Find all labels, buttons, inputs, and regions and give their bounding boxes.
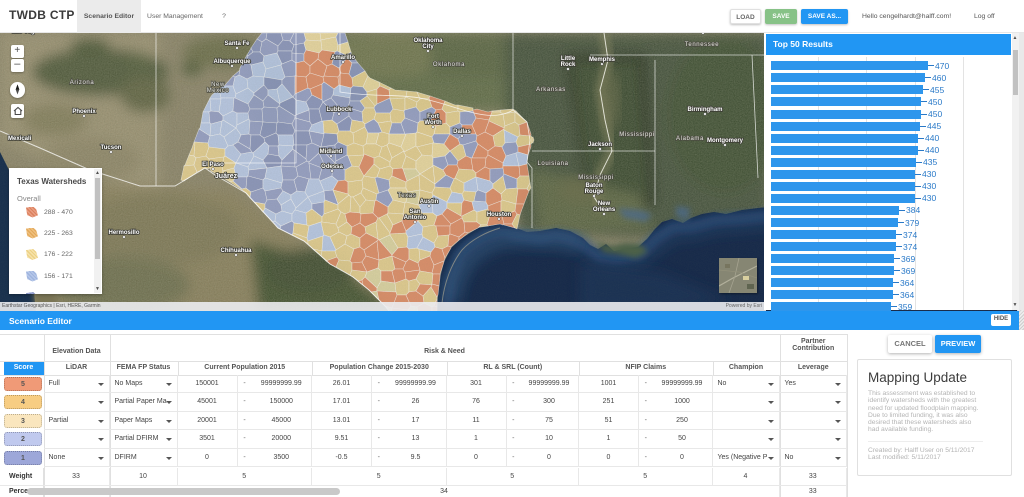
svg-text:Mississippi: Mississippi	[578, 175, 614, 181]
svg-text:Midland: Midland	[320, 149, 343, 155]
svg-text:Tennessee: Tennessee	[685, 42, 719, 48]
svg-text:Lubbock: Lubbock	[327, 107, 353, 113]
svg-text:Tucson: Tucson	[101, 145, 122, 151]
svg-text:Fort: Fort	[427, 114, 439, 120]
svg-text:New: New	[211, 82, 225, 88]
svg-text:Louisiana: Louisiana	[537, 161, 568, 167]
svg-text:New: New	[598, 201, 611, 207]
svg-text:Odessa: Odessa	[321, 164, 343, 170]
svg-text:Antonio: Antonio	[404, 215, 427, 221]
svg-text:Mexicali: Mexicali	[8, 136, 32, 142]
svg-text:City: City	[422, 44, 434, 50]
svg-text:Mexico: Mexico	[207, 88, 230, 94]
svg-text:Rock: Rock	[561, 62, 576, 68]
svg-text:Arkansas: Arkansas	[536, 87, 566, 93]
svg-text:Hermosillo: Hermosillo	[108, 230, 139, 236]
svg-text:Mississippi: Mississippi	[619, 132, 655, 138]
svg-text:Arizona: Arizona	[70, 80, 95, 86]
svg-text:Memphis: Memphis	[589, 57, 616, 63]
svg-text:Orleans: Orleans	[593, 207, 616, 213]
svg-text:San: San	[409, 209, 420, 215]
svg-text:Alabama: Alabama	[676, 136, 704, 142]
svg-text:Las Veg: Las Veg	[12, 33, 35, 35]
svg-text:Phoenix: Phoenix	[72, 109, 96, 115]
svg-text:Austin: Austin	[420, 199, 439, 205]
svg-text:Chihuahua: Chihuahua	[221, 248, 253, 254]
svg-text:Oklahoma: Oklahoma	[433, 62, 465, 68]
svg-text:Amarillo: Amarillo	[331, 55, 355, 61]
svg-text:Dallas: Dallas	[453, 129, 471, 135]
svg-text:Montgomery: Montgomery	[707, 138, 744, 144]
svg-text:Jackson: Jackson	[588, 142, 612, 148]
svg-text:Baton: Baton	[586, 183, 603, 189]
svg-text:Houston: Houston	[487, 212, 512, 218]
svg-text:Rouge: Rouge	[585, 189, 604, 195]
svg-text:Little: Little	[561, 56, 576, 62]
svg-text:Juárez: Juárez	[215, 173, 238, 180]
svg-text:El Paso: El Paso	[202, 162, 224, 168]
svg-text:Santa Fe: Santa Fe	[224, 41, 250, 47]
svg-text:Albuquerque: Albuquerque	[214, 59, 252, 65]
svg-text:Birmingham: Birmingham	[687, 107, 722, 113]
svg-text:Oklahoma: Oklahoma	[413, 38, 443, 44]
svg-text:Texas: Texas	[398, 193, 417, 199]
svg-text:Worth: Worth	[424, 120, 442, 126]
